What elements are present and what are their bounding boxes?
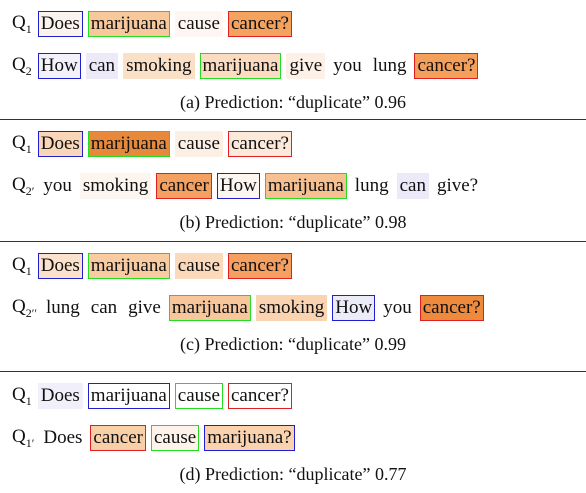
sentence-row: Q1 Does marijuana cause cancer? [0,3,586,45]
caption: (c) Prediction: “duplicate” 0.99 [180,334,406,354]
caption: (b) Prediction: “duplicate” 0.98 [179,212,407,232]
panel: Q1 Does marijuana cause cancer? Q2′′ lung can gi… [0,242,586,372]
token: marijuana [199,53,282,79]
sentence-row: Q2′′ lung can give marijuana smoking How you can… [0,287,586,329]
token: cause [150,425,200,451]
token: smoking [123,53,195,79]
token: cancer? [419,295,484,321]
token: cancer [156,173,212,199]
token: Does [37,11,83,37]
token: you [43,175,72,196]
token: can [85,53,119,79]
label-letter: Q [12,11,26,33]
question-label: Q2′ [12,174,34,199]
token: Does [37,131,83,157]
label-letter: Q [12,53,26,75]
question-label: Q1 [12,12,32,37]
token: Does [37,383,83,409]
question-label: Q1 [12,132,32,157]
token: lung [354,175,389,196]
token: cancer? [227,253,292,279]
token: How [332,295,376,321]
token: give [128,297,161,318]
token: cancer? [227,131,292,157]
token: How [216,173,260,199]
caption: (a) Prediction: “duplicate” 0.96 [180,92,406,112]
token: marijuana [87,383,170,409]
token: marijuana? [204,425,295,451]
label-letter: Q [12,253,26,275]
token: smoking [255,295,328,321]
token: cause [174,131,223,157]
label-letter: Q [12,425,26,447]
question-label: Q1 [12,384,32,409]
token: marijuana [87,11,170,37]
label-subscript: 2′ [25,183,35,198]
sentence-row: Q1′ Does cancer cause marijuana? [0,417,586,459]
token: lung [45,297,80,318]
token: marijuana [264,173,347,199]
token: cause [174,11,223,37]
token: lung [372,55,407,76]
token: you [333,55,362,76]
sentence-row: Q2′ you smoking cancer How marijuana lung can gi… [0,165,586,207]
label-letter: Q [12,295,26,317]
token: Does [43,427,83,448]
token: cancer? [227,383,292,409]
token: cause [174,383,223,409]
panel: Q1 Does marijuana cause cancer? Q2 How can smoki… [0,0,586,120]
question-label: Q2 [12,54,32,79]
token: cancer [90,425,146,451]
token: cause [174,253,223,279]
token: can [90,297,118,318]
panel: Q1 Does marijuana cause cancer? Q1′ Does cancer… [0,372,586,493]
token: give [286,53,326,79]
label-subscript: 1′ [25,435,35,450]
token: cancer? [227,11,292,37]
sentence-row: Q1 Does marijuana cause cancer? [0,375,586,417]
sentence-row: Q2 How can smoking marijuana give you lung cance… [0,45,586,87]
question-label: Q1′ [12,426,34,451]
question-label: Q2′′ [12,296,37,321]
token: you [383,297,412,318]
label-subscript: 2′′ [25,305,37,320]
question-label: Q1 [12,254,32,279]
label-letter: Q [12,173,26,195]
label-letter: Q [12,131,26,153]
token: Does [37,253,83,279]
token: smoking [79,173,152,199]
token: give? [436,175,479,196]
token: How [37,53,81,79]
sentence-row: Q1 Does marijuana cause cancer? [0,245,586,287]
token: can [396,173,429,199]
label-subscript: 1 [25,393,32,408]
label-subscript: 1 [25,263,32,278]
token: marijuana [168,295,251,321]
label-subscript: 1 [25,21,32,36]
sentence-row: Q1 Does marijuana cause cancer? [0,123,586,165]
token: marijuana [87,253,170,279]
panel: Q1 Does marijuana cause cancer? Q2′ you smoking… [0,120,586,242]
token: marijuana [87,131,170,157]
token: cancer? [414,53,479,79]
label-subscript: 2 [25,63,32,78]
caption: (d) Prediction: “duplicate” 0.77 [179,464,407,484]
label-letter: Q [12,383,26,405]
label-subscript: 1 [25,141,32,156]
